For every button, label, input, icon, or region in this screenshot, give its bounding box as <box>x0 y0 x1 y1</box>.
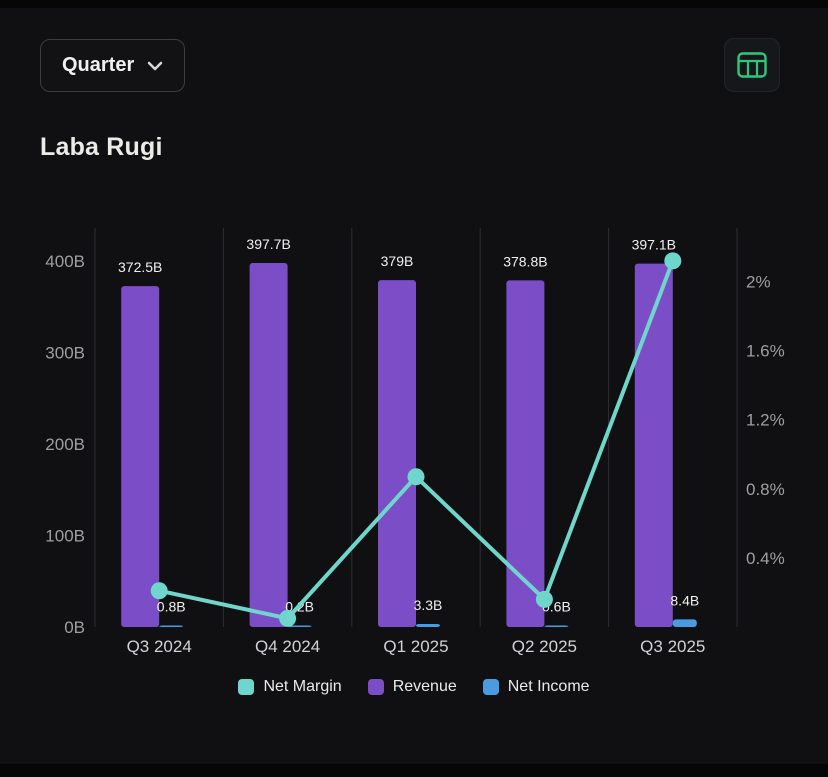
x-axis-label: Q2 2025 <box>512 637 577 656</box>
net-income-bar[interactable] <box>287 625 312 628</box>
legend-item-net-income[interactable]: Net Income <box>482 678 590 696</box>
bar-value-label: 0.8B <box>157 599 186 615</box>
net-income-bar[interactable] <box>544 625 569 628</box>
net-margin-point[interactable] <box>407 468 425 486</box>
net-income-bar[interactable] <box>672 619 697 627</box>
page-title: Laba Rugi <box>40 133 163 161</box>
legend-swatch <box>367 679 384 695</box>
x-axis-label: Q4 2024 <box>255 637 320 656</box>
chevron-down-icon <box>147 61 163 71</box>
legend-item-revenue[interactable]: Revenue <box>367 678 457 696</box>
right-axis-tick-label: 0.8% <box>746 480 785 499</box>
left-axis-tick-label: 100B <box>45 526 85 545</box>
bar-value-label: 397.7B <box>246 236 290 252</box>
net-income-bar[interactable] <box>159 625 184 628</box>
revenue-bar[interactable] <box>506 280 545 627</box>
top-strip <box>0 0 828 8</box>
revenue-bar[interactable] <box>249 263 288 627</box>
net-margin-point[interactable] <box>279 609 297 627</box>
bar-value-label: 378.8B <box>503 253 547 269</box>
table-icon <box>737 52 767 78</box>
net-margin-point[interactable] <box>535 590 553 608</box>
x-axis-label: Q3 2024 <box>127 637 192 656</box>
right-axis-tick-label: 2% <box>746 273 771 292</box>
left-axis-tick-label: 200B <box>45 435 85 454</box>
bottom-strip <box>0 764 828 777</box>
net-income-bar[interactable] <box>416 623 440 627</box>
legend-label: Revenue <box>392 678 457 695</box>
bar-value-label: 372.5B <box>118 259 162 275</box>
legend-swatch <box>482 679 499 695</box>
right-axis-tick-label: 1.6% <box>746 342 785 361</box>
net-margin-point[interactable] <box>664 252 682 270</box>
right-axis-tick-label: 1.2% <box>746 411 785 430</box>
revenue-bar[interactable] <box>121 286 160 627</box>
x-axis-label: Q3 2025 <box>640 637 705 656</box>
chart-legend: Net Margin Revenue Net Income <box>0 678 828 696</box>
quarter-dropdown-label: Quarter <box>62 54 135 76</box>
revenue-bar[interactable] <box>634 263 673 627</box>
legend-label: Net Income <box>507 678 590 695</box>
table-view-button[interactable] <box>724 38 780 92</box>
quarter-dropdown[interactable]: Quarter <box>40 39 186 92</box>
revenue-bar[interactable] <box>378 280 416 627</box>
x-axis-label: Q1 2025 <box>383 637 448 656</box>
bar-value-label: 8.4B <box>670 592 699 608</box>
bar-value-label: 3.3B <box>414 597 443 613</box>
net-margin-point[interactable] <box>150 582 168 600</box>
left-axis-tick-label: 300B <box>45 343 85 362</box>
bar-value-label: 379B <box>381 253 414 269</box>
legend-item-net-margin[interactable]: Net Margin <box>238 678 342 696</box>
legend-swatch <box>238 679 255 695</box>
left-axis-tick-label: 0B <box>64 618 85 637</box>
right-axis-tick-label: 0.4% <box>746 549 785 568</box>
left-axis-tick-label: 400B <box>45 252 85 271</box>
bar-value-label: 397.1B <box>632 237 676 253</box>
legend-label: Net Margin <box>263 678 342 695</box>
